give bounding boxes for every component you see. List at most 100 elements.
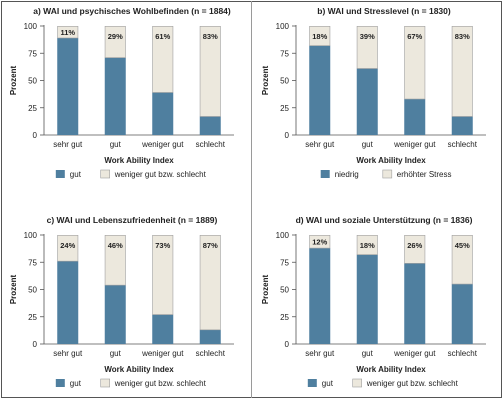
x-tick-label: gut (110, 349, 122, 358)
data-label: 45% (455, 241, 470, 250)
chart-title: c) WAI und Lebenszufriedenheit (n = 1889… (47, 215, 218, 225)
data-label: 83% (455, 32, 470, 41)
x-axis-label: Work Ability Index (356, 156, 426, 165)
y-tick-label: 100 (24, 22, 38, 31)
data-label: 46% (108, 241, 123, 250)
bar-gut-sehr gut (309, 248, 331, 344)
bar-erhöhter Stress-weniger gut (404, 25, 426, 100)
y-tick-label: 75 (28, 258, 37, 267)
y-tick-label: 25 (28, 313, 37, 322)
y-tick-label: 0 (33, 340, 38, 349)
legend-label-primary: niedrig (335, 170, 359, 179)
y-axis-label: Prozent (261, 66, 270, 96)
y-tick-label: 0 (285, 340, 290, 349)
y-tick-label: 25 (280, 313, 289, 322)
legend-label-primary: gut (70, 170, 82, 179)
bar-gut-gut (104, 57, 126, 135)
y-tick-label: 75 (280, 258, 289, 267)
bar-gut-schlecht (451, 284, 473, 344)
chart-title: d) WAI und soziale Unterstützung (n = 18… (296, 215, 473, 225)
bar-gut-schlecht (199, 116, 221, 135)
bar-gut-sehr gut (57, 37, 79, 135)
bar-gut-gut (356, 254, 378, 344)
bar-weniger gut bzw. schlecht-schlecht (199, 234, 221, 331)
legend-swatch-secondary (100, 378, 110, 388)
legend-label-primary: gut (322, 379, 334, 388)
chart-title: b) WAI und Stresslevel (n = 1830) (317, 6, 451, 16)
x-tick-label: sehr gut (53, 349, 83, 358)
bar-gut-schlecht (199, 329, 221, 344)
x-axis-label: Work Ability Index (104, 365, 174, 374)
bar-gut-sehr gut (57, 261, 79, 344)
panel-divider (251, 1, 252, 398)
bar-weniger gut bzw. schlecht-weniger gut (404, 234, 426, 264)
bar-weniger gut bzw. schlecht-weniger gut (152, 25, 174, 93)
bar-weniger gut bzw. schlecht-schlecht (199, 25, 221, 117)
chart-panel-1: a) WAI und psychisches Wohlbefinden (n =… (9, 6, 234, 179)
y-tick-label: 50 (280, 286, 289, 295)
bar-erhöhter Stress-schlecht (451, 25, 473, 117)
data-label: 83% (203, 32, 218, 41)
y-tick-label: 75 (28, 49, 37, 58)
y-tick-label: 25 (280, 104, 289, 113)
bar-erhöhter Stress-sehr gut (309, 25, 331, 46)
legend-swatch-primary (320, 170, 330, 178)
data-label: 18% (312, 32, 327, 41)
bar-niedrig-gut (356, 68, 378, 135)
bar-erhöhter Stress-gut (356, 25, 378, 69)
legend-label-secondary: weniger gut bzw. schlecht (114, 170, 207, 179)
x-tick-label: schlecht (196, 349, 226, 358)
data-label: 11% (60, 28, 75, 37)
data-label: 67% (407, 32, 422, 41)
bar-weniger gut bzw. schlecht-gut (356, 234, 378, 255)
x-tick-label: weniger gut (141, 140, 184, 149)
data-label: 26% (407, 241, 422, 250)
chart-panel-3: c) WAI und Lebenszufriedenheit (n = 1889… (9, 215, 234, 388)
legend-label-secondary: weniger gut bzw. schlecht (366, 379, 459, 388)
bar-gut-weniger gut (404, 263, 426, 344)
bar-niedrig-sehr gut (309, 45, 331, 136)
bar-weniger gut bzw. schlecht-sehr gut (57, 25, 79, 39)
y-tick-label: 0 (285, 131, 290, 140)
x-tick-label: gut (110, 140, 122, 149)
legend-label-primary: gut (70, 379, 82, 388)
y-axis-label: Prozent (9, 275, 18, 305)
x-tick-label: schlecht (448, 140, 478, 149)
x-axis-label: Work Ability Index (104, 156, 174, 165)
bar-gut-weniger gut (152, 92, 174, 135)
data-label: 87% (203, 241, 218, 250)
y-tick-label: 0 (33, 131, 38, 140)
bar-weniger gut bzw. schlecht-sehr gut (57, 234, 79, 262)
x-tick-label: sehr gut (305, 349, 335, 358)
bar-niedrig-weniger gut (404, 99, 426, 135)
y-tick-label: 100 (276, 22, 290, 31)
y-axis-label: Prozent (261, 275, 270, 305)
data-label: 61% (155, 32, 170, 41)
x-tick-label: gut (362, 140, 374, 149)
bar-gut-weniger gut (152, 314, 174, 344)
legend-swatch-primary (307, 379, 317, 387)
legend-swatch-secondary (352, 378, 362, 388)
y-tick-label: 50 (280, 77, 289, 86)
legend-swatch-secondary (100, 169, 110, 179)
x-tick-label: weniger gut (141, 349, 184, 358)
bar-niedrig-schlecht (451, 116, 473, 135)
data-label: 73% (155, 241, 170, 250)
legend-swatch-primary (55, 170, 65, 178)
data-label: 29% (108, 32, 123, 41)
x-tick-label: schlecht (196, 140, 226, 149)
y-tick-label: 50 (28, 77, 37, 86)
x-tick-label: gut (362, 349, 374, 358)
data-label: 24% (60, 241, 75, 250)
bar-weniger gut bzw. schlecht-weniger gut (152, 234, 174, 315)
x-tick-label: weniger gut (393, 349, 436, 358)
chart-panel-4: d) WAI und soziale Unterstützung (n = 18… (261, 215, 486, 388)
bar-weniger gut bzw. schlecht-sehr gut (309, 234, 331, 249)
legend-label-secondary: erhöhter Stress (397, 170, 452, 179)
data-label: 12% (312, 238, 327, 247)
legend-swatch-secondary (382, 169, 393, 179)
data-label: 39% (360, 32, 375, 41)
bar-weniger gut bzw. schlecht-schlecht (451, 234, 473, 285)
data-label: 18% (360, 241, 375, 250)
